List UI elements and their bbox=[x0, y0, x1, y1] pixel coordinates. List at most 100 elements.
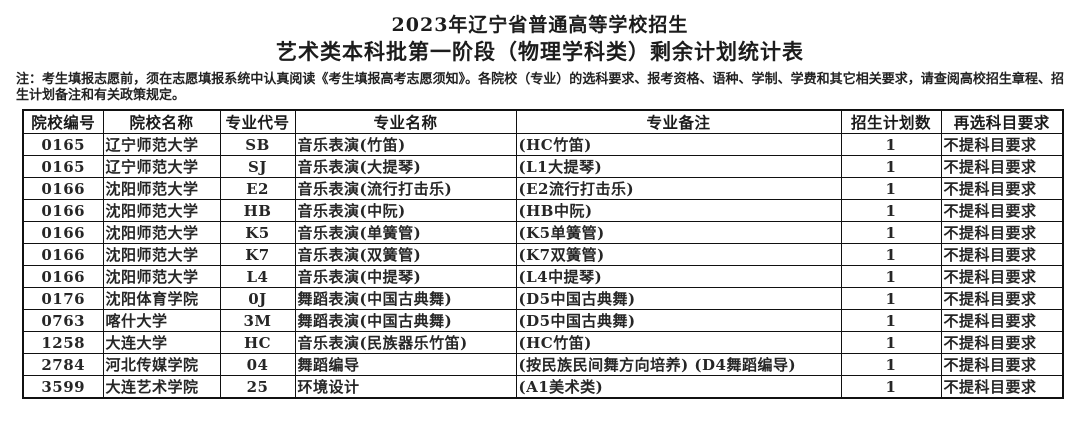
table-cell: 沈阳体育学院 bbox=[102, 287, 221, 310]
table-cell: 1 bbox=[840, 155, 942, 178]
table-cell: (L4中提琴) bbox=[515, 265, 842, 288]
table-row: 2784 河北传媒学院 04 舞蹈编导 (按民族民间舞方向培养) (D4舞蹈编导) 1 不提… bbox=[22, 353, 1064, 376]
table-cell: 1 bbox=[840, 243, 942, 266]
table-cell: 大连大学 bbox=[102, 331, 221, 354]
table-cell: 0166 bbox=[22, 221, 104, 244]
table-cell: 不提科目要求 bbox=[940, 309, 1064, 332]
table-cell: (HC竹笛) bbox=[515, 133, 842, 156]
table-cell: 音乐表演(中阮) bbox=[294, 199, 517, 222]
table-cell: 不提科目要求 bbox=[940, 353, 1064, 376]
table-cell: 大连艺术学院 bbox=[102, 375, 221, 399]
table-cell: 3M bbox=[219, 309, 296, 332]
table-cell: 1 bbox=[840, 221, 942, 244]
table-cell: 3599 bbox=[22, 375, 104, 399]
table-row: 0166 沈阳师范大学 HB 音乐表演(中阮) (HB中阮) 1 不提科目要求 bbox=[22, 199, 1064, 222]
table-row: 0166 沈阳师范大学 E2 音乐表演(流行打击乐) (E2流行打击乐) 1 不提科目要求 bbox=[22, 177, 1064, 200]
table-body: 0165 辽宁师范大学 SB 音乐表演(竹笛) (HC竹笛) 1 不提科目要求 0165 辽宁师… bbox=[22, 133, 1064, 399]
table-cell: 不提科目要求 bbox=[940, 287, 1064, 310]
table-row: 0165 辽宁师范大学 SB 音乐表演(竹笛) (HC竹笛) 1 不提科目要求 bbox=[22, 133, 1064, 156]
table-cell: 1 bbox=[840, 287, 942, 310]
table-cell: 1258 bbox=[22, 331, 104, 354]
table-cell: 河北传媒学院 bbox=[102, 353, 221, 376]
table-cell: 0165 bbox=[22, 155, 104, 178]
table-cell: 不提科目要求 bbox=[940, 375, 1064, 399]
table-cell: (按民族民间舞方向培养) (D4舞蹈编导) bbox=[515, 353, 842, 376]
table-row: 0165 辽宁师范大学 SJ 音乐表演(大提琴) (L1大提琴) 1 不提科目要求 bbox=[22, 155, 1064, 178]
header-cell-2: 专业代号 bbox=[219, 109, 296, 134]
table-cell: 沈阳师范大学 bbox=[102, 177, 221, 200]
table-row: 0176 沈阳体育学院 0J 舞蹈表演(中国古典舞) (D5中国古典舞) 1 不提科目要求 bbox=[22, 287, 1064, 310]
table-cell: 0J bbox=[219, 287, 296, 310]
table-cell: 25 bbox=[219, 375, 296, 399]
table-cell: 舞蹈表演(中国古典舞) bbox=[294, 287, 517, 310]
table-row: 0166 沈阳师范大学 K7 音乐表演(双簧管) (K7双簧管) 1 不提科目要求 bbox=[22, 243, 1064, 266]
table-row: 0166 沈阳师范大学 L4 音乐表演(中提琴) (L4中提琴) 1 不提科目要求 bbox=[22, 265, 1064, 288]
header-cell-6: 再选科目要求 bbox=[940, 109, 1064, 134]
table-cell: 喀什大学 bbox=[102, 309, 221, 332]
table-cell: HB bbox=[219, 199, 296, 222]
table-cell: 沈阳师范大学 bbox=[102, 221, 221, 244]
table-cell: 不提科目要求 bbox=[940, 133, 1064, 156]
table-row: 0166 沈阳师范大学 K5 音乐表演(单簧管) (K5单簧管) 1 不提科目要求 bbox=[22, 221, 1064, 244]
table-cell: 音乐表演(流行打击乐) bbox=[294, 177, 517, 200]
table-row: 1258 大连大学 HC 音乐表演(民族器乐竹笛) (HC竹笛) 1 不提科目要求 bbox=[22, 331, 1064, 354]
table-cell: 音乐表演(民族器乐竹笛) bbox=[294, 331, 517, 354]
table-cell: E2 bbox=[219, 177, 296, 200]
table-cell: 沈阳师范大学 bbox=[102, 265, 221, 288]
table-cell: SJ bbox=[219, 155, 296, 178]
table-cell: 不提科目要求 bbox=[940, 155, 1064, 178]
table-cell: 沈阳师范大学 bbox=[102, 243, 221, 266]
header-cell-4: 专业备注 bbox=[515, 109, 842, 134]
table-cell: 不提科目要求 bbox=[940, 243, 1064, 266]
table-cell: (D5中国古典舞) bbox=[515, 309, 842, 332]
table-cell: 舞蹈编导 bbox=[294, 353, 517, 376]
header-cell-5: 招生计划数 bbox=[840, 109, 942, 134]
table-cell: 1 bbox=[840, 199, 942, 222]
table-cell: 0166 bbox=[22, 199, 104, 222]
table-cell: (A1美术类) bbox=[515, 375, 842, 399]
table-cell: 环境设计 bbox=[294, 375, 517, 399]
table-cell: 0166 bbox=[22, 265, 104, 288]
table-cell: 音乐表演(竹笛) bbox=[294, 133, 517, 156]
table-cell: 不提科目要求 bbox=[940, 199, 1064, 222]
table-cell: (K7双簧管) bbox=[515, 243, 842, 266]
table-cell: 音乐表演(单簧管) bbox=[294, 221, 517, 244]
table-cell: 沈阳师范大学 bbox=[102, 199, 221, 222]
table-row: 0763 喀什大学 3M 舞蹈表演(中国古典舞) (D5中国古典舞) 1 不提科目要求 bbox=[22, 309, 1064, 332]
table-cell: 音乐表演(中提琴) bbox=[294, 265, 517, 288]
table-row: 3599 大连艺术学院 25 环境设计 (A1美术类) 1 不提科目要求 bbox=[22, 375, 1064, 399]
page-title-line1: 2023年辽宁省普通高等学校招生 bbox=[391, 14, 689, 36]
table-cell: (K5单簧管) bbox=[515, 221, 842, 244]
table-cell: 1 bbox=[840, 331, 942, 354]
table-cell: 1 bbox=[840, 177, 942, 200]
header-cell-0: 院校编号 bbox=[22, 109, 104, 134]
table-cell: (L1大提琴) bbox=[515, 155, 842, 178]
table-cell: K5 bbox=[219, 221, 296, 244]
table-cell: 1 bbox=[840, 309, 942, 332]
table-cell: (HC竹笛) bbox=[515, 331, 842, 354]
table-cell: (E2流行打击乐) bbox=[515, 177, 842, 200]
table-cell: (D5中国古典舞) bbox=[515, 287, 842, 310]
document-header: 2023年辽宁省普通高等学校招生 艺术类本科批第一阶段（物理学科类）剩余计划统计… bbox=[0, 0, 1080, 66]
table-cell: 不提科目要求 bbox=[940, 331, 1064, 354]
header-cell-1: 院校名称 bbox=[102, 109, 221, 134]
table-header-row: 院校编号 院校名称 专业代号 专业名称 专业备注 招生计划数 再选科目要求 bbox=[22, 109, 1064, 134]
table-cell: 辽宁师范大学 bbox=[102, 133, 221, 156]
table-cell: (HB中阮) bbox=[515, 199, 842, 222]
note-text: 注：考生填报志愿前，须在志愿填报系统中认真阅读《考生填报高考志愿须知》。各院校（… bbox=[16, 72, 1064, 103]
table-cell: 04 bbox=[219, 353, 296, 376]
table-cell: HC bbox=[219, 331, 296, 354]
table-cell: SB bbox=[219, 133, 296, 156]
table-cell: 0165 bbox=[22, 133, 104, 156]
table-cell: K7 bbox=[219, 243, 296, 266]
table-cell: 0166 bbox=[22, 243, 104, 266]
table-cell: 2784 bbox=[22, 353, 104, 376]
remaining-plan-table: 院校编号 院校名称 专业代号 专业名称 专业备注 招生计划数 再选科目要求 0165 辽宁师范… bbox=[22, 109, 1064, 399]
table-cell: 1 bbox=[840, 375, 942, 399]
table-cell: 1 bbox=[840, 133, 942, 156]
table-cell: 1 bbox=[840, 353, 942, 376]
table-cell: 1 bbox=[840, 265, 942, 288]
table-cell: 0176 bbox=[22, 287, 104, 310]
table-cell: 音乐表演(双簧管) bbox=[294, 243, 517, 266]
table-cell: 舞蹈表演(中国古典舞) bbox=[294, 309, 517, 332]
